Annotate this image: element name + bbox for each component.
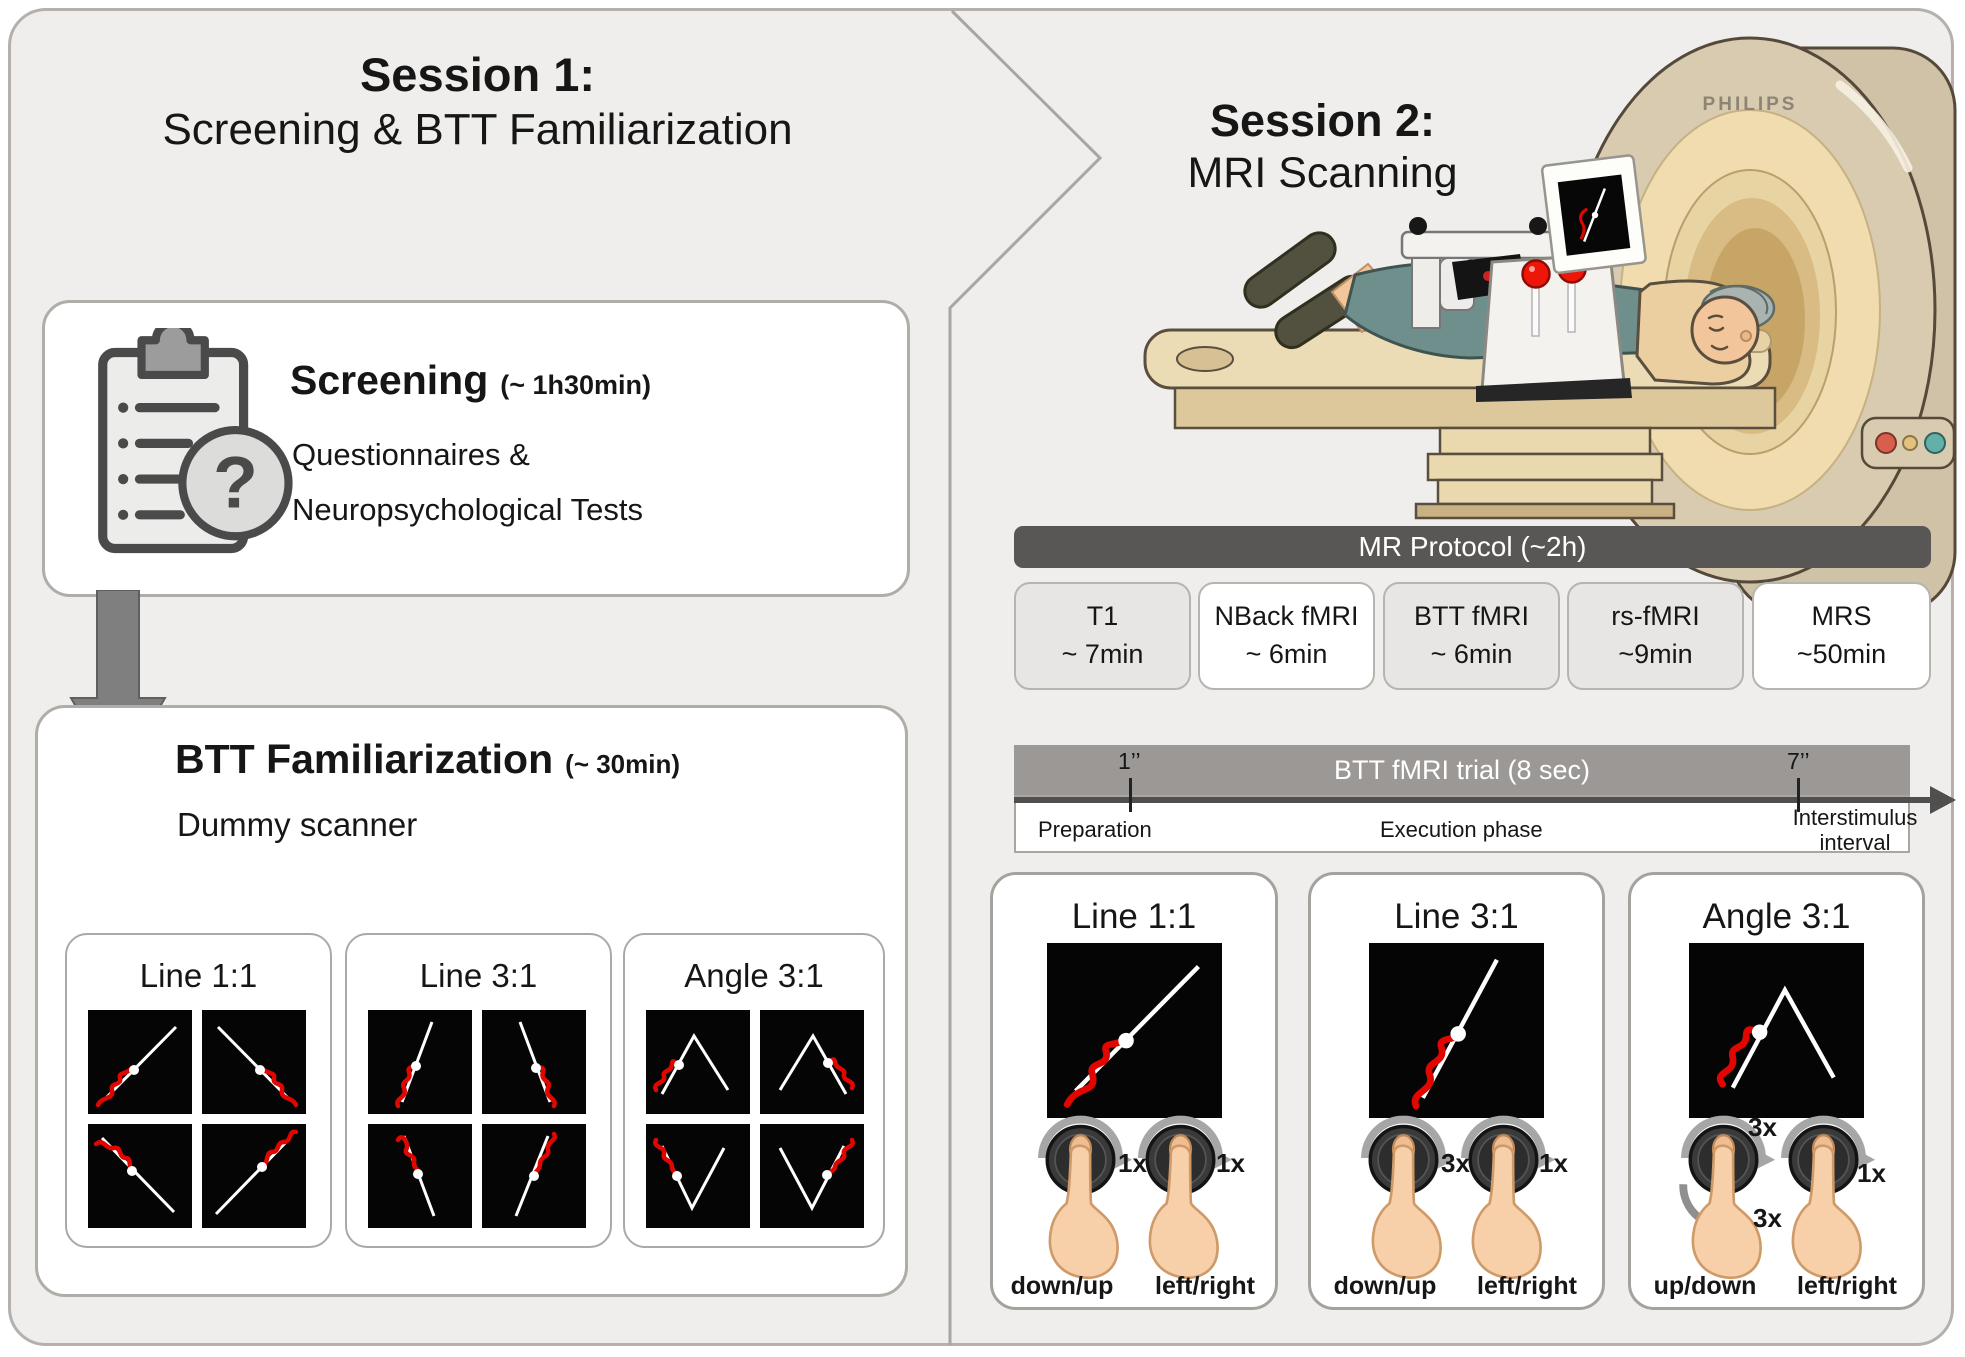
scanner-button-red [1875,432,1897,454]
session2-subtitle: MRI Scanning [1187,148,1458,197]
mr-protocol-bar: MR Protocol (~2h) [1014,526,1931,568]
step-name: MRS [1811,601,1872,632]
step-duration: ~ 7min [1061,639,1144,669]
angle31-stimulus-grid [646,1010,864,1228]
scanner-brand-label: PHILIPS [1703,94,1798,115]
mri-scanner-illustration: PHILIPS [1143,36,1957,616]
left-knob-icon [1351,1100,1456,1293]
task-title: Line 3:1 [1394,897,1519,936]
btt-trial-label: BTT fMRI trial (8 sec) [1333,754,1591,785]
right-knob-caption: left/right [1155,1272,1255,1300]
tick-7s-label: 7’’ [1787,748,1810,774]
task-title: Angle 3:1 [1702,897,1851,936]
screening-title: Screening [290,357,489,403]
screening-desc-line1: Questionnaires & [292,437,530,472]
task-title: Line 1:1 [1071,897,1197,936]
step-name: T1 [1086,601,1119,632]
timeline-arrow [1014,797,1938,803]
right-knob-caption: left/right [1477,1272,1577,1300]
mr-protocol-label: MR Protocol (~2h) [1358,531,1587,562]
left-knob-turns: 3x [1441,1148,1470,1178]
step-name: NBack fMRI [1214,601,1359,632]
protocol-step-mrs: MRS ~50min [1752,582,1931,690]
isi-line2: interval [1819,830,1891,856]
panel-title: Line 3:1 [419,957,538,994]
session2-title: Session 2: [1209,95,1436,146]
btt-device-illustration [1476,252,1632,402]
left-knob-icon [1679,1100,1776,1293]
step-name: BTT fMRI [1413,601,1529,632]
line31-stimulus-grid [368,1010,586,1228]
btt-subtitle: Dummy scanner [177,806,418,843]
angle31-display [1689,943,1864,1118]
right-knob-turns: 1x [1216,1148,1245,1178]
scanner-button-teal [1924,432,1946,454]
session1-subtitle: Screening & BTT Familiarization [162,105,793,155]
question-mark-icon: ? [213,441,258,524]
left-knob-turns-bottom: 3x [1753,1203,1782,1233]
btt-title-row: BTT Familiarization (~ 30min) [175,736,680,783]
stimulus-screen-icon [1540,154,1647,275]
step-duration: ~ 6min [1430,639,1513,669]
session1-title: Session 1: [359,48,596,101]
timeline-arrowhead-icon [1930,786,1956,814]
clipboard-questionnaire-icon: ? [98,328,293,554]
left-knob-caption: down/up [1010,1272,1114,1300]
btt-title: BTT Familiarization [175,736,554,782]
step-name: rs-fMRI [1611,601,1700,632]
line31-display [1369,943,1544,1118]
phase-preparation-label: Preparation [1038,817,1152,842]
protocol-step-t1: T1 ~ 7min [1014,582,1191,690]
tick-1s-mark [1129,778,1132,812]
screening-duration: (~ 1h30min) [500,370,652,400]
step-duration: ~9min [1618,639,1693,669]
right-knob-icon [1451,1100,1556,1293]
left-knob-turns: 1x [1118,1148,1147,1178]
screening-title-row: Screening (~ 1h30min) [290,357,651,404]
panel-title: Line 1:1 [139,957,258,994]
panel-title: Angle 3:1 [684,957,824,994]
screening-desc-line2: Neuropsychological Tests [292,492,643,527]
scanner-button-yellow [1902,435,1918,451]
left-knob-caption: down/up [1333,1272,1437,1300]
line11-display [1047,943,1222,1118]
phase-interstimulus-label: Interstimulus interval [1790,805,1920,856]
line11-stimulus-grid [88,1010,306,1228]
phase-execution-label: Execution phase [1380,817,1543,842]
protocol-step-nback: NBack fMRI ~ 6min [1198,582,1375,690]
isi-line1: Interstimulus [1792,805,1918,830]
protocol-step-rsfmri: rs-fMRI ~9min [1567,582,1744,690]
left-knob-caption: up/down [1653,1272,1757,1300]
session1-header: Session 1: Screening & BTT Familiarizati… [55,48,900,157]
right-knob-turns: 1x [1539,1148,1568,1178]
tick-1s-label: 1’’ [1118,748,1141,774]
right-knob-icon [1128,1100,1233,1293]
btt-duration: (~ 30min) [565,749,681,779]
right-knob-caption: left/right [1797,1272,1897,1300]
left-knob-icon [1028,1100,1133,1293]
step-duration: ~ 6min [1245,639,1328,669]
left-knob-turns-top: 3x [1748,1112,1777,1142]
btt-trial-bar: BTT fMRI trial (8 sec) [1014,745,1910,795]
trial-phase-box [1014,795,1910,853]
session2-header: Session 2: MRI Scanning [1030,96,1615,201]
protocol-step-btt: BTT fMRI ~ 6min [1383,582,1560,690]
right-knob-turns: 1x [1857,1158,1886,1188]
right-knob-icon [1771,1100,1876,1293]
step-duration: ~50min [1796,639,1887,669]
tick-7s-mark [1797,778,1800,812]
